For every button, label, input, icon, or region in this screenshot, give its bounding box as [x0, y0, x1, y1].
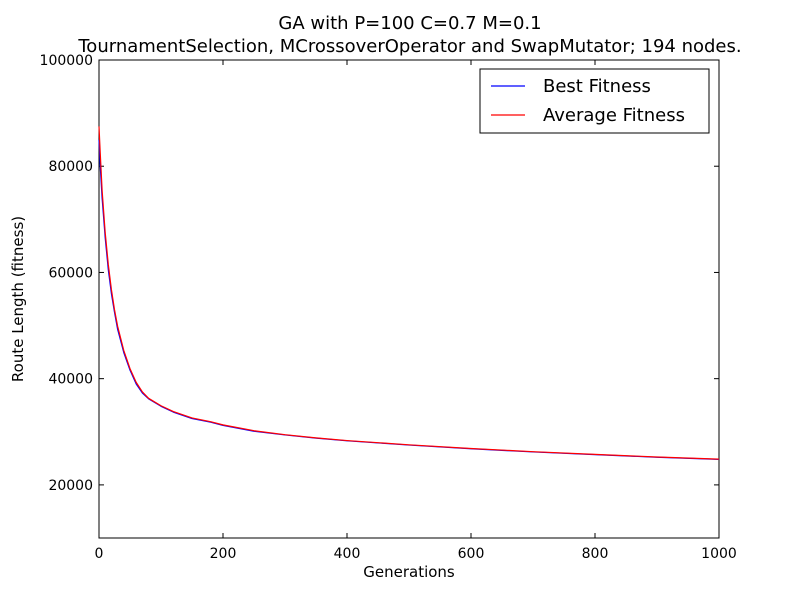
x-tick-label: 800 — [582, 546, 609, 562]
y-tick-label: 60000 — [48, 265, 93, 281]
y-tick-label: 20000 — [48, 478, 93, 494]
series-layer — [98, 126, 720, 460]
x-tick-label: 0 — [95, 546, 104, 562]
y-tick-label: 100000 — [40, 53, 93, 69]
x-tick-label: 400 — [334, 546, 361, 562]
axis-ticks: 0 200 400 600 800 1000 20000 40000 60000 80000 100… — [40, 53, 737, 562]
chart-title: GA with P=100 C=0.7 M=0.1 TournamentSele… — [77, 13, 741, 57]
legend-label-average-fitness: Average Fitness — [543, 105, 685, 126]
x-axis-label: Generations — [363, 563, 455, 581]
chart-title-line-1: GA with P=100 C=0.7 M=0.1 — [278, 13, 541, 34]
legend-box — [479, 68, 710, 134]
plot-area — [98, 59, 720, 539]
legend-label-best-fitness: Best Fitness — [543, 76, 651, 97]
y-tick-label: 40000 — [48, 372, 93, 388]
x-tick-label: 200 — [210, 546, 237, 562]
series-line-average-fitness — [98, 126, 720, 460]
y-tick-label: 80000 — [48, 159, 93, 175]
legend-entry-best-fitness: Best Fitness — [491, 76, 651, 97]
y-axis-label: Route Length (fitness) — [9, 216, 27, 382]
legend-entry-average-fitness: Average Fitness — [491, 105, 685, 126]
x-tick-label: 1000 — [701, 546, 737, 562]
chart-title-line-2: TournamentSelection, MCrossoverOperator … — [77, 36, 741, 57]
legend: Best Fitness Average Fitness — [479, 68, 710, 134]
x-tick-label: 600 — [458, 546, 485, 562]
